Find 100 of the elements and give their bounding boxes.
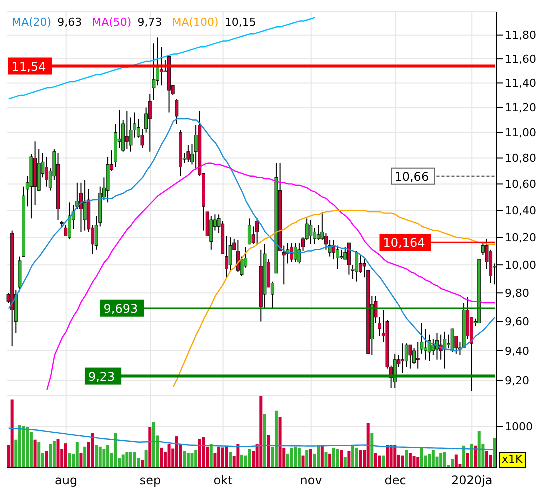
x-tick-label: aug [55,474,78,488]
bar [493,438,496,468]
bar [10,400,14,468]
candlestick [248,218,252,245]
bar [22,426,26,468]
candlestick [316,224,320,241]
bar [470,444,474,468]
bar [218,446,221,468]
candlestick [160,46,164,86]
candlestick [256,218,260,245]
candlestick [436,332,439,360]
candlestick [148,94,152,152]
bar [352,445,355,468]
bar [130,452,132,468]
bar [240,454,244,468]
bar [133,452,136,468]
y-tick-label: 11,20 [505,102,536,115]
bar [416,457,420,468]
bar [320,445,324,468]
x-tick-label: okt [214,474,234,488]
bar [408,453,412,468]
bar [489,454,492,468]
bar [34,440,37,468]
bar [412,456,416,468]
x-tick-label: 2020ja [452,474,493,488]
bar [114,433,118,468]
bar [98,446,102,468]
bar [348,451,351,468]
bar [462,446,466,468]
bar [198,439,202,468]
candlestick [175,98,179,124]
bar [229,452,232,468]
y-tick-label: 10,40 [505,204,536,218]
y-tick-label: 9,80 [505,287,530,300]
candlestick [450,328,454,353]
bar [328,454,332,468]
candlestick [393,353,397,389]
bar [194,450,198,468]
bar [45,451,48,468]
bar [370,433,374,468]
candlestick [340,249,344,260]
bar [309,449,312,468]
y-tick-label: 1000 [505,420,533,434]
bar [332,448,336,468]
bar [355,448,358,468]
bar [56,439,60,468]
bar [336,449,340,468]
bar [474,446,478,468]
candlestick [294,242,298,263]
bar [324,452,328,468]
bar [95,445,98,468]
y-tick-label: 10,80 [505,152,536,166]
bar [186,453,190,468]
bar [52,441,56,468]
candlestick [401,343,404,374]
bar [405,450,408,468]
bar [317,445,320,468]
bar [390,445,393,468]
bar [221,448,224,468]
bar [26,427,30,468]
bar [359,450,362,468]
text: MA(20) [12,16,52,29]
y-tick-label: 9,20 [505,374,530,388]
candlestick [408,344,412,370]
bar [122,454,125,468]
candlestick [358,254,362,274]
bar [420,448,424,468]
y-tick-label: 11,80 [505,29,536,42]
bar [248,449,252,468]
bar [202,437,206,468]
bar [49,444,52,468]
bar [38,442,41,468]
ref-line-label: 10,164 [383,236,426,250]
bar [486,451,489,468]
bar [306,450,309,468]
ref-line-label: 9,693 [104,302,138,316]
y-tick-label: 9,40 [505,344,530,358]
bar [168,444,171,468]
bar [428,454,432,468]
text: x1K [499,452,526,468]
bar [454,454,458,468]
y-tick-label: 11,60 [505,52,536,66]
text: MA(50) [92,16,132,29]
bar [225,446,228,468]
bar [440,453,443,468]
candlestick [45,156,48,188]
bar [183,451,186,468]
candlestick [290,242,294,263]
candlestick [416,342,420,370]
y-tick-label: 10,00 [505,258,536,272]
bar [144,450,148,468]
bar [294,446,298,468]
bar [76,442,79,468]
bar [91,433,94,468]
line-series [8,17,316,100]
x-tick-label: dec [384,474,406,488]
ref-line-label: 9,23 [88,370,116,384]
bar [126,452,129,468]
bar [80,453,83,468]
candlestick [210,215,214,250]
